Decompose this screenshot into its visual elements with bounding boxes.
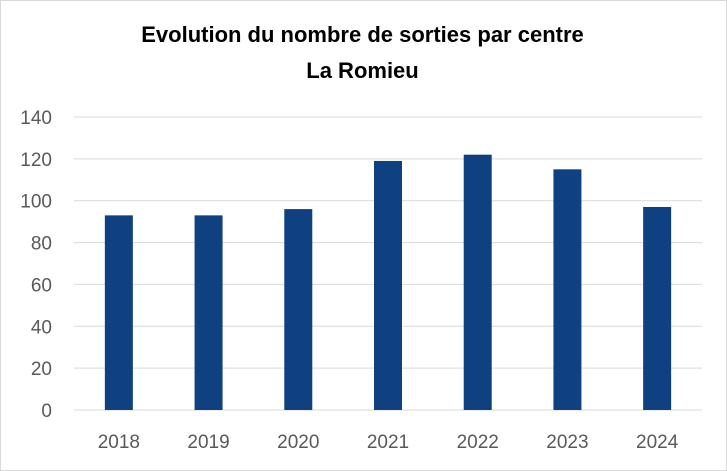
x-tick-label: 2024	[636, 432, 679, 453]
x-tick-label: 2021	[367, 432, 409, 453]
y-tick-label: 0	[41, 401, 52, 422]
x-tick-label: 2019	[187, 432, 229, 453]
bar-2020	[284, 209, 313, 410]
x-tick-label: 2018	[98, 432, 140, 453]
bar-2021	[374, 160, 402, 410]
y-tick-label: 60	[31, 275, 52, 296]
bar-2022	[463, 154, 492, 410]
bar-2019	[194, 215, 223, 410]
y-tick-label: 40	[31, 317, 52, 338]
bar-2018	[104, 215, 133, 410]
y-tick-label: 80	[31, 234, 52, 255]
y-tick-label: 140	[20, 108, 52, 129]
chart-title: Evolution du nombre de sorties par centr…	[141, 22, 584, 47]
x-tick-label: 2020	[277, 432, 319, 453]
x-tick-label: 2023	[546, 432, 588, 453]
y-tick-label: 100	[20, 192, 52, 213]
bar-2024	[643, 206, 672, 410]
x-tick-label: 2022	[457, 432, 499, 453]
y-tick-label: 120	[20, 150, 52, 171]
bar-2023	[553, 169, 582, 410]
y-tick-label: 20	[31, 359, 52, 380]
chart-subtitle: La Romieu	[306, 58, 419, 83]
